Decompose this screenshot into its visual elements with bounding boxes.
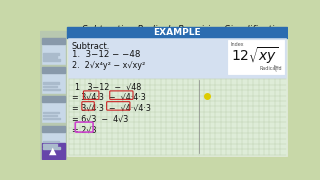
Bar (43, 89, 60, 90)
Text: Subtract.: Subtract. (72, 42, 110, 51)
Bar (43, 118, 60, 119)
Text: 1.  3−12 − −48: 1. 3−12 − −48 (72, 50, 140, 59)
Bar (43, 147, 60, 149)
Bar (43, 56, 57, 58)
Text: $12\sqrt{xy}$: $12\sqrt{xy}$ (231, 45, 279, 66)
Bar (43, 141, 59, 143)
Text: 1   3−12  −  √48: 1 3−12 − √48 (75, 82, 141, 91)
Text: 2.  2√x⁴y² − x√xy²: 2. 2√x⁴y² − x√xy² (72, 61, 145, 70)
Bar (68, 38, 286, 78)
Text: = 3√4·3  −  √4·4·3: = 3√4·3 − √4·4·3 (72, 93, 146, 102)
Text: Index: Index (231, 42, 244, 47)
Bar (42, 67, 65, 73)
Text: Subtracting Radicals Requiring Simplification: Subtracting Radicals Requiring Simplific… (82, 25, 285, 34)
Bar (42, 67, 65, 93)
Text: Radicand: Radicand (259, 66, 282, 71)
Text: = 3√4·3  −  √4·√4·3: = 3√4·3 − √4·√4·3 (72, 104, 151, 113)
Bar (43, 115, 57, 116)
Bar (43, 86, 57, 87)
Bar (42, 143, 65, 159)
Bar (42, 96, 65, 122)
Bar (43, 53, 59, 55)
Text: = 6√3  −  4√3: = 6√3 − 4√3 (72, 115, 128, 124)
Bar (69, 79, 286, 155)
Bar (42, 96, 65, 102)
Text: = 2√3: = 2√3 (72, 126, 96, 135)
Bar (228, 40, 284, 74)
Bar (42, 126, 65, 132)
Bar (40, 31, 66, 160)
Bar (42, 38, 65, 44)
Text: ▲: ▲ (49, 146, 57, 156)
Text: EXAMPLE: EXAMPLE (153, 28, 201, 37)
Bar (67, 27, 287, 156)
Bar (42, 38, 65, 64)
Bar (67, 27, 287, 38)
Bar (43, 82, 59, 84)
Bar (42, 126, 65, 152)
Bar (43, 59, 60, 61)
Bar (43, 144, 57, 146)
Bar (43, 112, 59, 113)
